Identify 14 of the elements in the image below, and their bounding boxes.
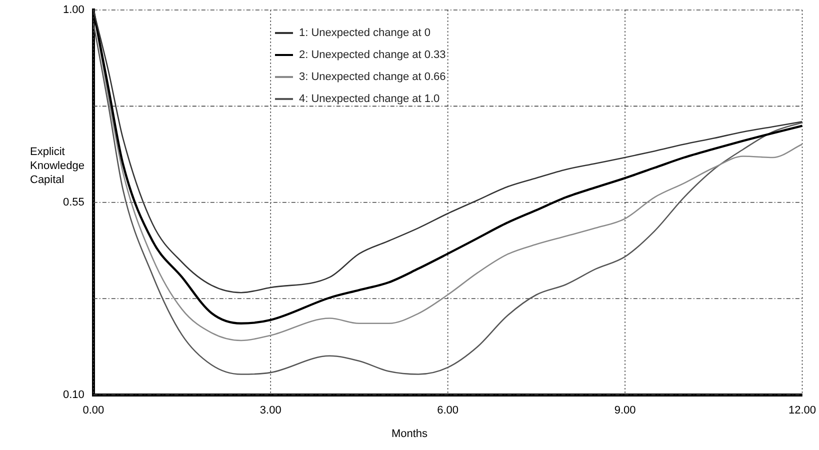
y-tick-label: 0.10 — [62, 388, 84, 401]
y-tick-label: 0.55 — [62, 196, 84, 208]
x-tick-label: 3.00 — [260, 404, 282, 416]
legend-label: 4: Unexpected change at 1.0 — [299, 93, 440, 105]
y-tick-label: 1.00 — [62, 4, 84, 16]
x-tick-label: 0.00 — [82, 404, 104, 416]
legend-label: 2: Unexpected change at 0.33 — [299, 49, 446, 61]
x-tick-label: 9.00 — [614, 404, 636, 416]
legend-label: 3: Unexpected change at 0.66 — [299, 71, 446, 83]
x-tick-label: 6.00 — [437, 404, 459, 416]
x-axis-title: Months — [390, 428, 429, 440]
x-tick-label: 12.00 — [788, 404, 816, 416]
y-axis-title: Explicit Knowledge Capital — [30, 145, 86, 187]
legend-label: 1: Unexpected change at 0 — [299, 27, 430, 39]
